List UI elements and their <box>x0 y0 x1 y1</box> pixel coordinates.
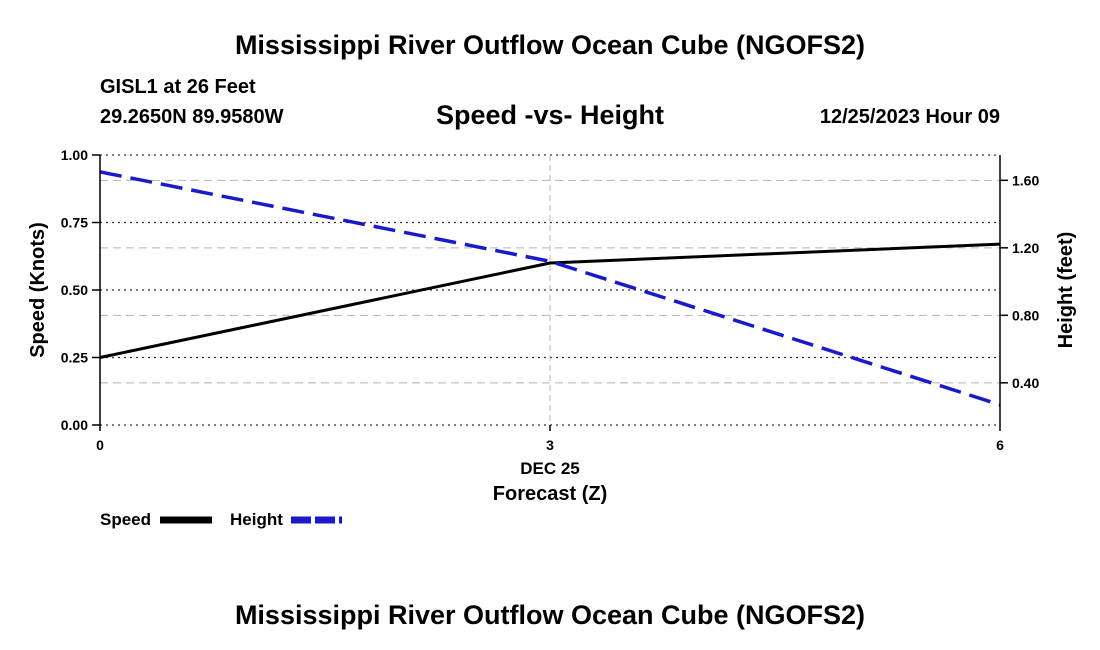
y-axis-left-label: Speed (Knots) <box>27 222 49 358</box>
left-tick-label: 1.00 <box>61 147 88 163</box>
grid-layer <box>99 154 1001 426</box>
chart-title: Speed -vs- Height <box>435 100 665 130</box>
series-layer <box>99 170 1001 407</box>
y-axis-right-label: Height (feet) <box>1055 232 1077 349</box>
page-title: Mississippi River Outflow Ocean Cube (NG… <box>234 30 866 60</box>
station-coordinates: 29.2650N 89.9580W <box>100 106 284 128</box>
right-tick-label: 1.60 <box>1012 172 1039 188</box>
x-tick-label: 6 <box>996 437 1004 453</box>
left-tick-label: 0.75 <box>61 215 88 231</box>
series-line-speed <box>99 242 1001 359</box>
forecast-date: 12/25/2023 Hour 09 <box>819 106 1000 128</box>
axis-layer: 0.00 0.25 0.50 0.75 1.00 0.40 0.80 1.20 1.60 0 3 6 D… <box>27 147 1077 505</box>
x-tick-label: 3 <box>546 437 554 453</box>
left-tick-label: 0.25 <box>61 350 88 366</box>
left-tick-label: 0.50 <box>61 282 88 298</box>
right-tick-label: 1.20 <box>1012 240 1039 256</box>
legend-label-height: Height <box>230 510 283 529</box>
legend: Speed Height <box>100 510 342 529</box>
x-axis-label: Forecast (Z) <box>493 483 607 505</box>
x-date-label: DEC 25 <box>520 459 580 478</box>
legend-label-speed: Speed <box>100 510 151 529</box>
footer-title: Mississippi River Outflow Ocean Cube (NG… <box>234 600 866 630</box>
right-tick-label: 0.80 <box>1012 307 1039 323</box>
x-tick-label: 0 <box>96 437 104 453</box>
station-label: GISL1 at 26 Feet <box>100 76 256 98</box>
right-tick-label: 0.40 <box>1012 375 1039 391</box>
left-tick-label: 0.00 <box>61 417 88 433</box>
